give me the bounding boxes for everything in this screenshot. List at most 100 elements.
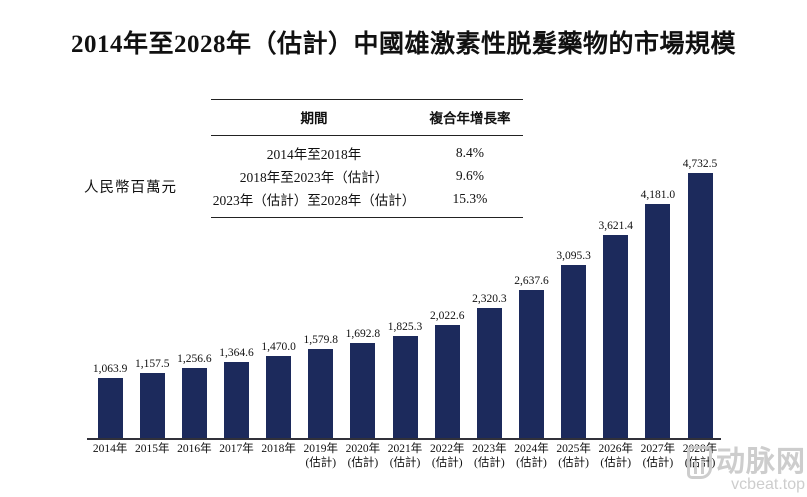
bar <box>392 335 418 438</box>
period-cell: 2018年至2023年（估計） <box>239 170 389 185</box>
x-tick-year: 2022年 <box>429 443 465 455</box>
bar-value-label: 1,470.0 <box>261 340 296 353</box>
bar <box>97 378 123 438</box>
bar <box>645 203 671 438</box>
bar <box>434 324 460 438</box>
x-tick-label: 2016年 <box>173 443 215 470</box>
period-cell: 2014年至2018年 <box>266 147 362 162</box>
bar <box>223 361 249 438</box>
x-tick-year: 2020年 <box>345 443 381 455</box>
cagr-cell: 15.3% <box>452 191 488 206</box>
bar-value-label: 1,256.6 <box>177 352 212 365</box>
bars-row: 1,063.9 1,157.5 1,256.6 1,364.6 1,470.0 1,579… <box>89 146 721 438</box>
bar-value-label: 1,825.3 <box>387 320 423 333</box>
x-tick-year: 2023年 <box>472 443 507 455</box>
x-tick-label: 2019年 (估計) <box>300 443 342 470</box>
bar-value-label: 2,022.6 <box>429 309 465 322</box>
cagr-table-header-period: 期間 <box>211 99 417 136</box>
x-tick-year: 2024年 <box>514 443 549 455</box>
bar-value-label: 3,621.4 <box>598 220 634 232</box>
x-tick-label: 2022年 (估計) <box>426 443 468 470</box>
bar-slot: 1,692.8 <box>342 328 384 438</box>
cagr-cell: 8.4% <box>455 145 485 160</box>
x-tick-year: 2025年 <box>556 443 591 455</box>
x-axis-labels: 2014年 2015年 2016年 2017年 2018年 2019年 (估計) 2020年(… <box>89 443 721 470</box>
table-row: 2018年至2023年（估計） 9.6% <box>211 165 523 188</box>
x-tick-label: 2026年 (估計) <box>595 443 637 470</box>
watermark: 动脉网 vcbeat.top <box>686 446 806 494</box>
bar-value-label: 1,157.5 <box>134 358 170 371</box>
watermark-domain: vcbeat.top <box>731 476 805 493</box>
bar <box>181 367 207 438</box>
bar <box>350 343 376 438</box>
x-tick-label: 2024年 (估計) <box>510 443 552 470</box>
x-tick-estimate-note: (估計) <box>347 456 379 469</box>
cagr-table: 期間 複合年增長率 2014年至2018年 8.4% 2018年至2023年（估… <box>211 99 523 218</box>
x-tick-label: 2021年 (估計) <box>384 443 426 470</box>
bar <box>603 235 629 438</box>
y-axis-unit-label: 人民幣百萬元 <box>84 180 177 196</box>
x-tick-label: 2020年 (估計) <box>342 443 384 470</box>
x-tick-year: 2026年 <box>598 443 634 455</box>
bar-slot: 1,579.8 <box>300 334 342 438</box>
bar-value-label: 2,637.6 <box>514 275 549 288</box>
bar-value-label: 3,095.3 <box>556 249 591 262</box>
x-tick-label: 2027年 (估計) <box>637 443 679 470</box>
bar-slot: 1,825.3 <box>384 321 426 438</box>
x-tick-year: 2017年 <box>219 443 254 455</box>
bar-slot: 1,157.5 <box>131 358 173 438</box>
bar <box>308 349 334 438</box>
bar-value-label: 1,692.8 <box>345 328 381 341</box>
cagr-cell: 9.6% <box>455 168 485 183</box>
bar-value-label: 1,579.8 <box>303 334 339 347</box>
x-tick-year: 2027年 <box>640 443 676 455</box>
x-tick-label: 2018年 <box>258 443 300 470</box>
cagr-table-header-cagr: 複合年增長率 <box>416 99 523 136</box>
bar <box>266 355 292 438</box>
bar-slot: 3,621.4 <box>595 220 637 438</box>
bar-value-label: 4,732.5 <box>682 157 718 170</box>
bar-slot: 2,022.6 <box>426 310 468 438</box>
bar-value-label: 1,063.9 <box>92 363 128 376</box>
cagr-table-header-row: 期間 複合年增長率 <box>211 99 523 136</box>
bar-slot: 1,470.0 <box>258 341 300 438</box>
x-tick-year: 2015年 <box>134 443 170 455</box>
x-tick-label: 2025年 (估計) <box>553 443 595 470</box>
x-axis-line <box>87 438 721 440</box>
x-tick-label: 2014年 <box>89 443 131 470</box>
x-tick-estimate-note: (估計) <box>516 456 547 469</box>
x-tick-label: 2023年 (估計) <box>468 443 510 470</box>
bar-slot: 1,063.9 <box>89 363 131 438</box>
bar-slot: 2,637.6 <box>510 275 552 438</box>
watermark-row: 动脉网 <box>686 446 806 479</box>
chart-title: 2014年至2028年（估計）中國雄激素性脱髮藥物的市場規模 <box>70 31 736 58</box>
x-tick-estimate-note: (估計) <box>305 456 337 469</box>
x-tick-year: 2014年 <box>92 443 128 455</box>
x-tick-year: 2018年 <box>261 443 296 455</box>
period-cell: 2023年（估計）至2028年（估計） <box>212 193 416 208</box>
table-row: 2023年（估計）至2028年（估計） 15.3% <box>211 188 523 218</box>
x-tick-estimate-note: (估計) <box>558 456 589 469</box>
bar <box>518 290 544 438</box>
x-tick-estimate-note: (估計) <box>389 456 421 469</box>
bar-slot: 2,320.3 <box>468 293 510 438</box>
bar <box>561 264 587 438</box>
x-tick-estimate-note: (估計) <box>431 456 463 469</box>
watermark-brand: 动脉网 <box>715 446 806 478</box>
bar-slot: 1,364.6 <box>215 347 257 438</box>
x-tick-estimate-note: (估計) <box>684 456 716 469</box>
bar-slot: 4,181.0 <box>637 189 679 438</box>
x-tick-label: 2015年 <box>131 443 173 470</box>
x-tick-year: 2021年 <box>387 443 423 455</box>
bar-value-label: 2,320.3 <box>472 292 507 305</box>
bar <box>139 373 165 438</box>
bar <box>687 172 713 438</box>
x-tick-year: 2016年 <box>177 443 212 455</box>
x-tick-year: 2019年 <box>303 443 339 455</box>
bar-slot: 3,095.3 <box>553 249 595 438</box>
bar-slot: 1,256.6 <box>173 353 215 438</box>
bar-slot: 4,732.5 <box>679 158 721 438</box>
table-row: 2014年至2018年 8.4% <box>211 136 523 165</box>
bar <box>476 307 502 438</box>
bar-value-label: 4,181.0 <box>640 188 676 201</box>
